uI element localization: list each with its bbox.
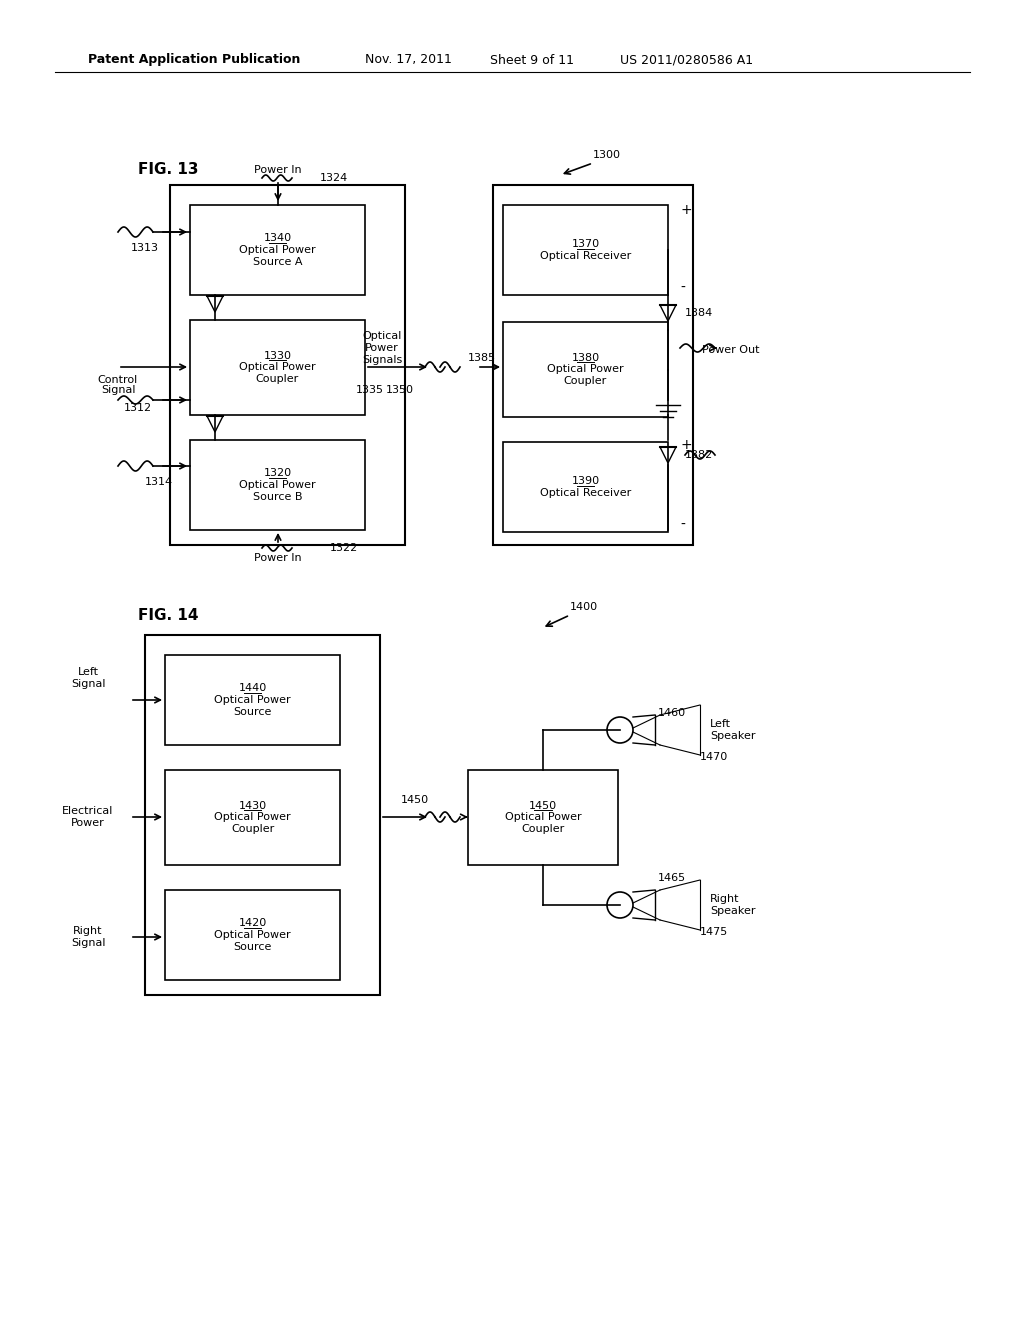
Text: 1465: 1465	[658, 873, 686, 883]
Text: Optical Power: Optical Power	[214, 813, 291, 822]
Text: Optical Receiver: Optical Receiver	[540, 251, 631, 261]
Text: Optical Power: Optical Power	[505, 813, 582, 822]
Text: Optical Power: Optical Power	[547, 364, 624, 375]
Text: Left
Signal: Left Signal	[71, 667, 105, 689]
Text: 1460: 1460	[658, 708, 686, 718]
Text: 1314: 1314	[145, 477, 173, 487]
Text: 1380: 1380	[571, 352, 600, 363]
Bar	[503, 442, 668, 532]
Bar	[493, 185, 693, 545]
Bar	[190, 319, 365, 414]
Text: 1322: 1322	[330, 543, 358, 553]
Text: 1430: 1430	[239, 801, 266, 810]
Bar	[170, 185, 406, 545]
Text: 1340: 1340	[263, 234, 292, 243]
Text: Optical
Power
Signals: Optical Power Signals	[361, 331, 402, 364]
Text: 1450: 1450	[529, 801, 557, 810]
Text: Coupler: Coupler	[564, 376, 607, 385]
Text: Sheet 9 of 11: Sheet 9 of 11	[490, 54, 574, 66]
Text: Power Out: Power Out	[702, 345, 760, 355]
Text: Nov. 17, 2011: Nov. 17, 2011	[365, 54, 452, 66]
Text: 1440: 1440	[239, 684, 266, 693]
Text: Optical Power: Optical Power	[214, 696, 291, 705]
Text: Optical Power: Optical Power	[240, 480, 315, 490]
Text: 1312: 1312	[124, 403, 152, 413]
Text: Source: Source	[233, 706, 271, 717]
Text: 1330: 1330	[263, 351, 292, 360]
Text: Source A: Source A	[253, 256, 302, 267]
Text: 1384: 1384	[685, 308, 714, 318]
Bar	[468, 770, 618, 865]
Text: 1350: 1350	[386, 385, 414, 395]
Bar	[165, 770, 340, 865]
Text: Power In: Power In	[254, 165, 302, 176]
Text: -: -	[680, 281, 685, 294]
Bar	[190, 205, 365, 294]
Text: 1335: 1335	[356, 385, 384, 395]
Text: 1370: 1370	[571, 239, 600, 249]
Bar	[190, 440, 365, 531]
Text: Optical Receiver: Optical Receiver	[540, 488, 631, 498]
Text: Right
Speaker: Right Speaker	[710, 894, 756, 916]
Text: Optical Power: Optical Power	[240, 363, 315, 372]
Text: Right
Signal: Right Signal	[71, 927, 105, 948]
Text: Control: Control	[98, 375, 138, 385]
Text: 1320: 1320	[263, 469, 292, 478]
Bar	[503, 205, 668, 294]
Text: Coupler: Coupler	[521, 824, 564, 834]
Text: 1324: 1324	[319, 173, 348, 183]
Text: +: +	[680, 203, 691, 216]
Text: Electrical
Power: Electrical Power	[62, 807, 114, 828]
Text: 1382: 1382	[685, 450, 714, 459]
Text: Source B: Source B	[253, 491, 302, 502]
Text: 1470: 1470	[700, 752, 728, 762]
Text: 1450: 1450	[401, 795, 429, 805]
Text: Optical Power: Optical Power	[240, 246, 315, 255]
Text: 1420: 1420	[239, 919, 266, 928]
Text: 1390: 1390	[571, 477, 600, 486]
Text: Patent Application Publication: Patent Application Publication	[88, 54, 300, 66]
Text: Left
Speaker: Left Speaker	[710, 719, 756, 741]
Text: Coupler: Coupler	[230, 824, 274, 834]
Text: 1400: 1400	[570, 602, 598, 612]
Text: Optical Power: Optical Power	[214, 931, 291, 940]
Bar	[165, 655, 340, 744]
Bar	[145, 635, 380, 995]
Text: +: +	[680, 438, 691, 451]
Text: 1475: 1475	[700, 927, 728, 937]
Text: Signal: Signal	[100, 385, 135, 395]
Text: FIG. 14: FIG. 14	[138, 607, 199, 623]
Text: Source: Source	[233, 941, 271, 952]
Bar	[503, 322, 668, 417]
Text: 1313: 1313	[131, 243, 159, 253]
Text: Coupler: Coupler	[256, 374, 299, 384]
Text: -: -	[680, 517, 685, 532]
Text: 1300: 1300	[593, 150, 621, 160]
Text: 1385: 1385	[468, 352, 496, 363]
Text: FIG. 13: FIG. 13	[138, 162, 199, 177]
Text: US 2011/0280586 A1: US 2011/0280586 A1	[620, 54, 753, 66]
Text: Power In: Power In	[254, 553, 302, 564]
Bar	[165, 890, 340, 979]
